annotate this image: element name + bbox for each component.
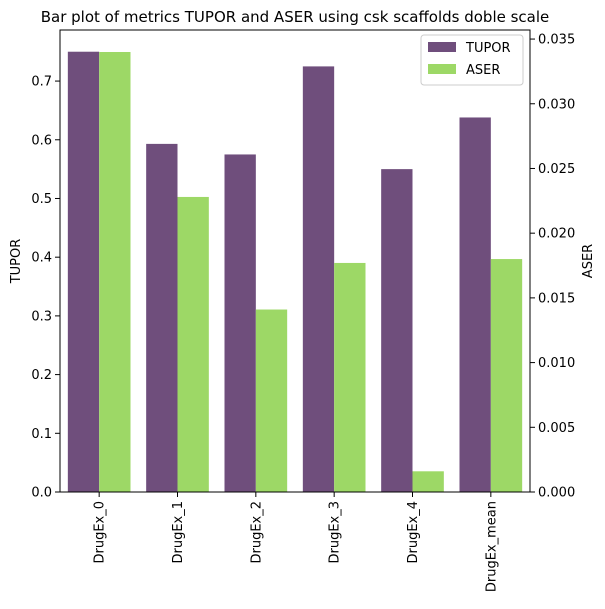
right-tick-label: 0.020: [538, 227, 575, 242]
left-tick-label: 0.2: [31, 368, 52, 383]
left-axis-label: TUPOR: [9, 239, 24, 285]
x-tick-label: DrugEx_4: [406, 501, 421, 564]
bar-tupor-drugex_4: [381, 169, 413, 492]
bar-aser-drugex_1: [177, 196, 209, 493]
right-tick-label: 0.010: [538, 356, 575, 371]
right-tick-label: 0.025: [538, 162, 575, 177]
left-tick-label: 0.1: [31, 427, 52, 442]
left-tick-label: 0.4: [31, 251, 52, 266]
legend-swatch-aser: [428, 64, 456, 74]
left-tick-label: 0.7: [31, 75, 52, 90]
x-tick-label: DrugEx_0: [93, 501, 108, 564]
x-axis: DrugEx_0 DrugEx_1 DrugEx_2 DrugEx_3 DrugEx_4…: [93, 492, 499, 592]
bar-aser-drugex_3: [334, 262, 366, 492]
x-tick-label: DrugEx_mean: [484, 501, 499, 592]
x-tick-label: DrugEx_3: [328, 501, 343, 564]
left-y-axis: 0.0 0.1 0.2 0.3 0.4 0.5 0.6 0.7: [31, 75, 60, 501]
bar-tupor-drugex_mean: [459, 117, 491, 492]
right-tick-label: 0.015: [538, 291, 575, 306]
right-tick-label: 0.030: [538, 97, 575, 112]
bar-tupor-drugex_2: [224, 154, 256, 493]
legend-swatch-tupor: [428, 42, 456, 52]
x-tick-label: DrugEx_1: [171, 501, 186, 564]
left-tick-label: 0.5: [31, 192, 52, 207]
left-tick-label: 0.3: [31, 309, 52, 324]
right-axis-label: ASER: [581, 244, 596, 278]
bars-group: [67, 51, 523, 493]
right-tick-label: 0.035: [538, 33, 575, 48]
bar-aser-drugex_mean: [490, 259, 523, 492]
bar-tupor-drugex_3: [302, 66, 335, 493]
right-tick-label: 0.005: [538, 421, 575, 436]
plot-frame: [59, 29, 531, 493]
left-tick-label: 0.0: [31, 486, 52, 501]
bar-tupor-drugex_0: [67, 51, 100, 492]
legend: TUPOR ASER: [420, 34, 524, 86]
bar-aser-drugex_4: [412, 471, 444, 492]
bar-aser-drugex_2: [255, 309, 288, 492]
chart-title: Bar plot of metrics TUPOR and ASER using…: [41, 8, 550, 26]
bar-aser-drugex_0: [99, 52, 131, 492]
legend-label-tupor: TUPOR: [465, 41, 511, 56]
x-tick-label: DrugEx_2: [249, 501, 264, 564]
legend-label-aser: ASER: [466, 63, 500, 78]
left-tick-label: 0.6: [31, 133, 52, 148]
right-y-axis: 0.000 0.005 0.010 0.015 0.020 0.025 0.030 0.035: [530, 33, 575, 501]
right-tick-label: 0.000: [538, 486, 575, 501]
bar-tupor-drugex_1: [146, 143, 178, 493]
